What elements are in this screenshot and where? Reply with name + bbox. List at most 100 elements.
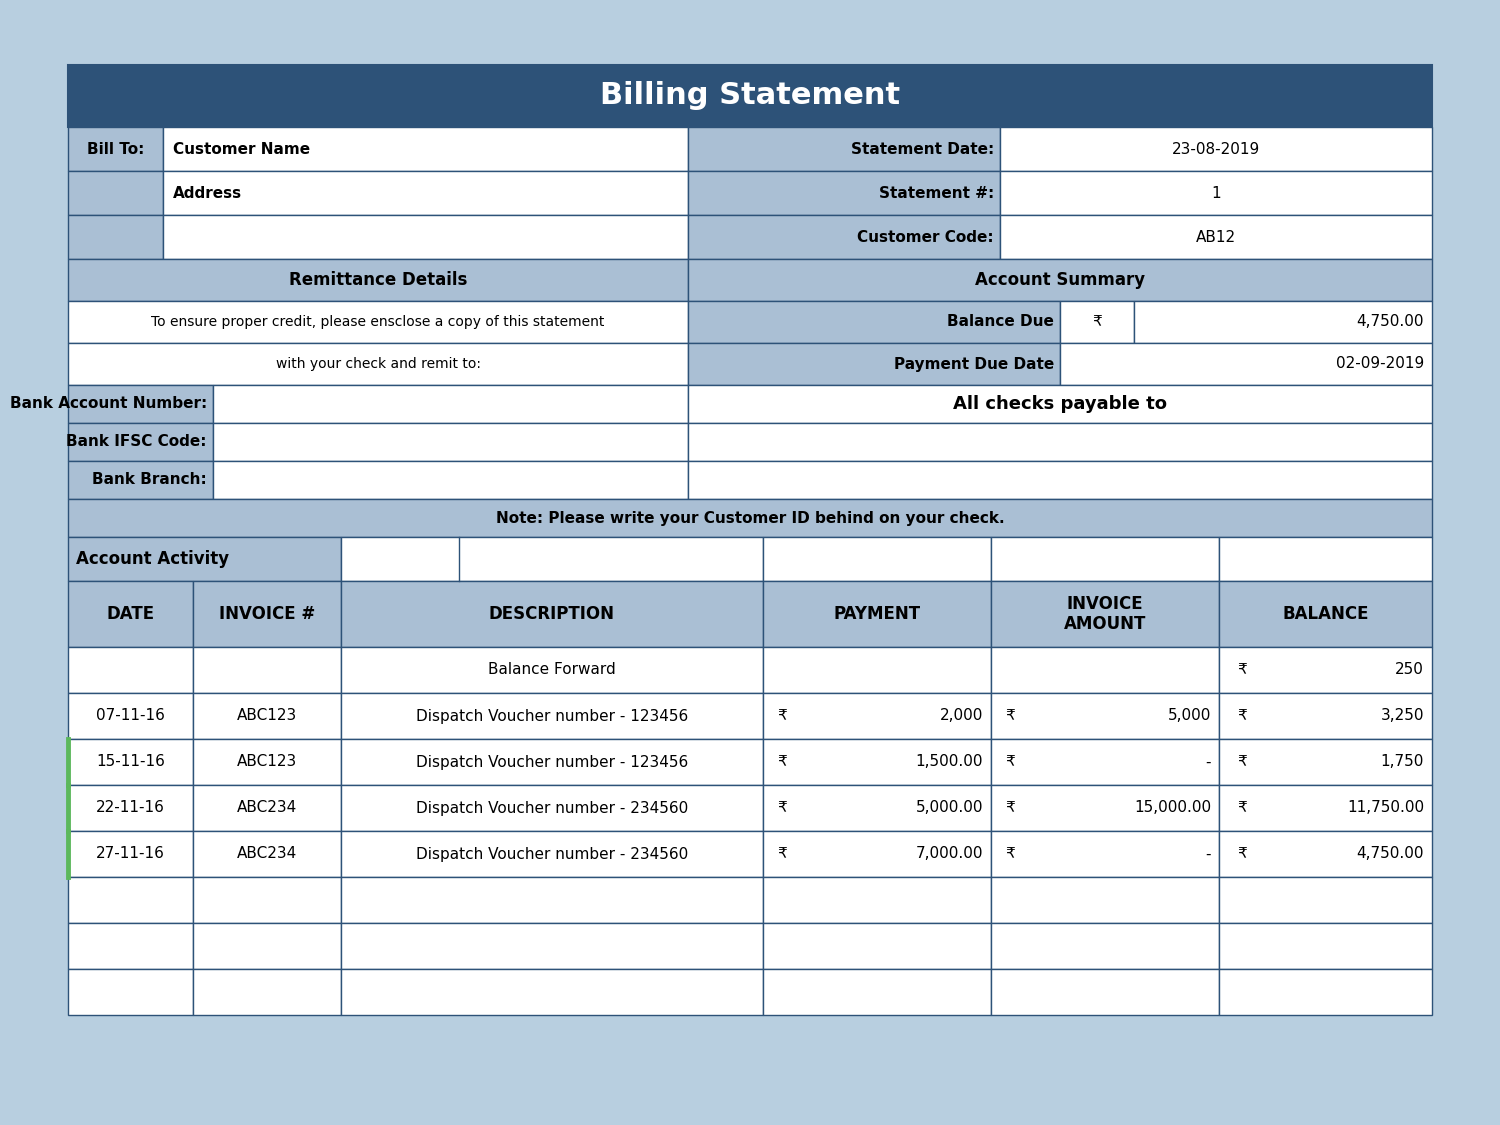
Text: with your check and remit to:: with your check and remit to: <box>276 357 480 371</box>
Bar <box>68 127 164 171</box>
Text: 1: 1 <box>1210 186 1221 200</box>
Bar <box>164 171 688 215</box>
Text: 1,750: 1,750 <box>1380 755 1423 770</box>
Text: INVOICE
AMOUNT: INVOICE AMOUNT <box>1064 595 1146 633</box>
Bar <box>194 580 340 647</box>
Text: 02-09-2019: 02-09-2019 <box>1335 357 1424 371</box>
Text: ₹: ₹ <box>1092 315 1102 330</box>
Text: ABC123: ABC123 <box>237 709 297 723</box>
Bar <box>68 302 688 343</box>
Bar <box>688 215 1000 259</box>
Bar <box>68 171 164 215</box>
Text: Dispatch Voucher number - 234560: Dispatch Voucher number - 234560 <box>416 846 688 862</box>
Text: To ensure proper credit, please ensclose a copy of this statement: To ensure proper credit, please ensclose… <box>152 315 604 328</box>
Bar <box>68 259 688 302</box>
Text: 7,000.00: 7,000.00 <box>915 846 982 862</box>
Bar <box>1220 878 1432 922</box>
Text: Customer Code:: Customer Code: <box>858 229 994 244</box>
Bar <box>992 785 1219 831</box>
Text: Note: Please write your Customer ID behind on your check.: Note: Please write your Customer ID behi… <box>495 511 1005 525</box>
Text: ₹: ₹ <box>777 755 786 770</box>
Bar <box>340 647 764 693</box>
Bar <box>68 461 213 500</box>
Text: -: - <box>1206 755 1210 770</box>
Bar <box>340 537 764 580</box>
Bar <box>992 831 1219 878</box>
Text: 07-11-16: 07-11-16 <box>96 709 165 723</box>
Bar <box>1220 969 1432 1015</box>
Text: 4,750.00: 4,750.00 <box>1356 315 1424 330</box>
Text: Remittance Details: Remittance Details <box>290 271 466 289</box>
Text: 2,000: 2,000 <box>939 709 982 723</box>
Text: ₹: ₹ <box>1238 846 1246 862</box>
Bar <box>1220 739 1432 785</box>
Bar <box>992 693 1219 739</box>
Bar <box>992 537 1219 580</box>
Bar <box>68 580 194 647</box>
Text: AB12: AB12 <box>1196 229 1236 244</box>
Text: ABC234: ABC234 <box>237 846 297 862</box>
Bar <box>1000 215 1432 259</box>
Text: ₹: ₹ <box>777 801 786 816</box>
Bar <box>992 922 1219 969</box>
Text: PAYMENT: PAYMENT <box>834 605 921 623</box>
Bar <box>340 922 764 969</box>
Bar <box>340 785 764 831</box>
Bar <box>1060 343 1432 385</box>
Bar <box>1220 647 1432 693</box>
Text: ABC123: ABC123 <box>237 755 297 770</box>
Bar <box>164 127 688 171</box>
Text: DATE: DATE <box>106 605 154 623</box>
Text: All checks payable to: All checks payable to <box>952 395 1167 413</box>
Text: ₹: ₹ <box>1005 801 1014 816</box>
Text: 5,000: 5,000 <box>1167 709 1210 723</box>
Bar <box>68 537 340 580</box>
Text: Statement Date:: Statement Date: <box>850 142 994 156</box>
Bar <box>340 580 764 647</box>
Bar <box>68 922 194 969</box>
Bar <box>68 739 194 785</box>
Text: Bank IFSC Code:: Bank IFSC Code: <box>66 434 207 450</box>
Text: Balance Forward: Balance Forward <box>488 663 616 677</box>
Text: Balance Due: Balance Due <box>946 315 1054 330</box>
Text: ₹: ₹ <box>1005 846 1014 862</box>
Text: ABC234: ABC234 <box>237 801 297 816</box>
Bar <box>1000 127 1432 171</box>
Bar <box>194 969 340 1015</box>
Bar <box>992 969 1219 1015</box>
Text: Account Summary: Account Summary <box>975 271 1144 289</box>
Bar <box>764 537 992 580</box>
Bar <box>68 343 688 385</box>
Bar <box>340 693 764 739</box>
Bar <box>688 461 1432 500</box>
Bar <box>688 385 1432 423</box>
Bar <box>68 969 194 1015</box>
Text: Statement #:: Statement #: <box>879 186 995 200</box>
Text: 250: 250 <box>1395 663 1423 677</box>
Bar <box>194 693 340 739</box>
Bar <box>213 385 689 423</box>
Bar <box>764 580 992 647</box>
Bar <box>1000 171 1432 215</box>
Text: BALANCE: BALANCE <box>1282 605 1368 623</box>
Bar <box>194 647 340 693</box>
Bar <box>194 831 340 878</box>
Text: 22-11-16: 22-11-16 <box>96 801 165 816</box>
Bar <box>764 969 992 1015</box>
Bar <box>1220 785 1432 831</box>
Bar <box>340 739 764 785</box>
Text: Dispatch Voucher number - 123456: Dispatch Voucher number - 123456 <box>416 709 688 723</box>
Text: ₹: ₹ <box>1005 709 1014 723</box>
Bar <box>194 922 340 969</box>
Bar <box>1134 302 1432 343</box>
Bar <box>764 739 992 785</box>
Bar <box>992 647 1219 693</box>
Bar <box>1060 302 1134 343</box>
Bar <box>1220 831 1432 878</box>
Bar <box>1220 922 1432 969</box>
Bar <box>764 693 992 739</box>
Text: Dispatch Voucher number - 123456: Dispatch Voucher number - 123456 <box>416 755 688 770</box>
Bar <box>1220 693 1432 739</box>
Text: ₹: ₹ <box>1005 755 1014 770</box>
Bar <box>764 785 992 831</box>
